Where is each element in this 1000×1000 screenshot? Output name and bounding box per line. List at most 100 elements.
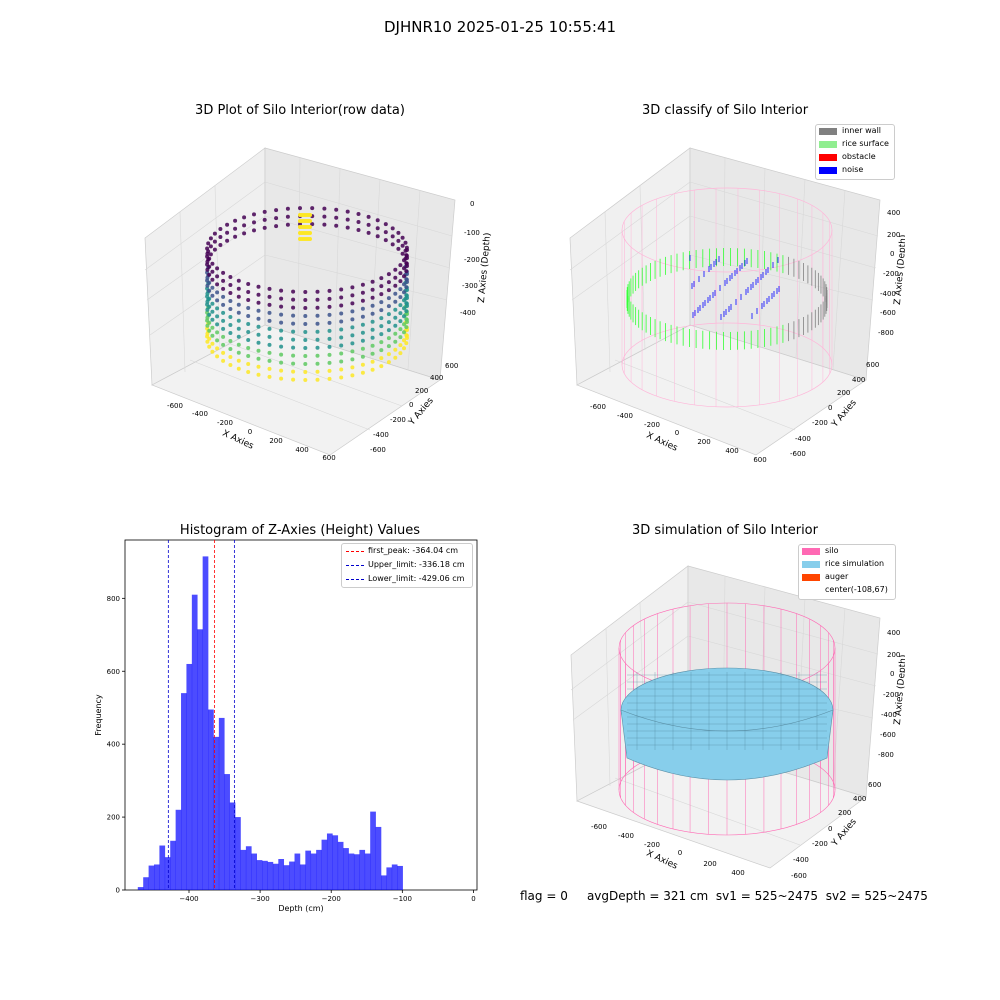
sim-z-tick: 0 bbox=[890, 670, 894, 678]
sim-x-label: X Axies bbox=[645, 849, 680, 872]
sim-y-tick: -400 bbox=[793, 856, 809, 864]
histogram-bar bbox=[213, 736, 220, 890]
classify-y-tick: -400 bbox=[795, 435, 811, 443]
sv2-text: sv2 = 525~2475 bbox=[825, 889, 928, 903]
raw-z-tick: -300 bbox=[462, 282, 478, 290]
histogram-bar bbox=[397, 865, 403, 890]
raw-z-tick: -400 bbox=[460, 309, 476, 317]
y-tick-label: 0 bbox=[116, 887, 120, 895]
classify-y-label: Y Axies bbox=[830, 398, 859, 430]
histogram-bar bbox=[391, 864, 398, 890]
sim-y-tick: 600 bbox=[868, 781, 881, 789]
sim-z-tick: -400 bbox=[881, 711, 897, 719]
raw-x-tick: -600 bbox=[167, 402, 183, 410]
simulation-3d-plot[interactable]: -600 -400 -200 0 200 400 -600 -400 -200 … bbox=[560, 545, 905, 880]
histogram-bar bbox=[370, 811, 376, 890]
histogram-bar bbox=[251, 853, 257, 890]
x-tick-label: −200 bbox=[322, 895, 341, 903]
histogram-bar bbox=[326, 833, 333, 890]
histogram-bar bbox=[208, 709, 214, 890]
y-tick-label: 200 bbox=[107, 814, 120, 822]
histogram-bar bbox=[348, 853, 355, 890]
classify-x-tick: -200 bbox=[644, 421, 660, 429]
histogram-bar bbox=[310, 853, 317, 890]
histogram-legend: first_peak: -364.04 cm Upper_limit: -336… bbox=[341, 543, 473, 588]
sim-z-label: Z Axies (Depth) bbox=[893, 654, 905, 725]
legend-swatch-rice-simulation bbox=[802, 561, 820, 568]
legend-swatch-obstacle bbox=[819, 154, 837, 161]
histogram-bar bbox=[137, 887, 144, 890]
sim-z-tick: 200 bbox=[887, 651, 900, 659]
histogram-y-ticks: 0 200 400 600 800 bbox=[107, 595, 125, 895]
simulation-plot-title: 3D simulation of Silo Interior bbox=[632, 523, 818, 538]
simulation-legend: silo rice simulation auger center(-108,6… bbox=[798, 544, 896, 600]
classify-x-tick: -400 bbox=[617, 412, 633, 420]
avg-depth-text: avgDepth = 321 cm bbox=[586, 889, 709, 903]
sim-z-tick: 400 bbox=[887, 629, 900, 637]
legend-line-upper-limit bbox=[346, 565, 364, 566]
x-tick-label: −400 bbox=[179, 895, 198, 903]
y-tick-label: 800 bbox=[107, 595, 120, 603]
legend-label: auger bbox=[825, 572, 849, 581]
legend-label: rice simulation bbox=[825, 559, 885, 568]
x-tick-label: −300 bbox=[250, 895, 269, 903]
raw-x-tick: 0 bbox=[248, 428, 252, 436]
classify-plot-title: 3D classify of Silo Interior bbox=[641, 103, 809, 118]
classify-y-tick: 200 bbox=[837, 389, 850, 397]
classify-z-tick: 200 bbox=[887, 231, 900, 239]
histogram-bar bbox=[294, 853, 301, 890]
histogram-bar bbox=[262, 860, 268, 890]
histogram-y-label: Frequency bbox=[94, 694, 103, 736]
histogram-bar bbox=[191, 594, 198, 890]
raw-z-tick: -200 bbox=[464, 256, 480, 264]
histogram-bar bbox=[224, 774, 230, 890]
histogram-bar bbox=[321, 839, 328, 890]
legend-swatch-auger bbox=[802, 574, 820, 581]
rice-simulation-surface bbox=[620, 667, 834, 781]
raw-x-tick: 400 bbox=[295, 446, 308, 454]
sim-y-tick: 0 bbox=[828, 825, 832, 833]
histogram-reference-lines bbox=[167, 540, 235, 890]
legend-line-first-peak bbox=[346, 551, 364, 552]
histogram-chart[interactable]: −400 −300 −200 −100 0 0 200 400 600 800 Depth (c… bbox=[80, 535, 490, 915]
raw-z-tick: 0 bbox=[470, 200, 474, 208]
histogram-bar bbox=[197, 629, 203, 890]
legend-swatch-noise bbox=[819, 167, 837, 174]
classify-y-tick: -200 bbox=[812, 419, 828, 427]
histogram-bar bbox=[386, 867, 393, 890]
raw-3d-plot[interactable]: -600 -400 -200 0 200 400 600 -600 -400 -… bbox=[130, 125, 500, 465]
raw-x-tick: 200 bbox=[269, 437, 282, 445]
histogram-bar bbox=[181, 693, 187, 890]
legend-label: noise bbox=[842, 165, 864, 174]
histogram-bar bbox=[299, 864, 306, 890]
histogram-bar bbox=[267, 861, 274, 890]
histogram-bars bbox=[137, 556, 403, 890]
classify-z-tick: -800 bbox=[878, 329, 894, 337]
classify-legend: inner wall rice surface obstacle noise bbox=[815, 124, 895, 180]
histogram-bar bbox=[353, 854, 360, 890]
histogram-bar bbox=[305, 850, 312, 890]
classify-3d-plot[interactable]: -600 -400 -200 0 200 400 600 -600 -400 -… bbox=[560, 125, 905, 465]
legend-label: obstacle bbox=[842, 152, 876, 161]
sim-x-tick: 400 bbox=[731, 869, 744, 877]
classify-y-tick: -600 bbox=[790, 450, 806, 458]
legend-swatch-inner-wall bbox=[819, 128, 837, 135]
classify-y-tick: 0 bbox=[828, 404, 832, 412]
classified-point-cloud bbox=[621, 187, 833, 408]
histogram-bar bbox=[364, 853, 371, 890]
x-tick-label: 0 bbox=[471, 895, 475, 903]
histogram-bar bbox=[229, 802, 236, 890]
classify-y-tick: 400 bbox=[852, 376, 865, 384]
raw-x-tick: -200 bbox=[217, 419, 233, 427]
raw-x-tick: -400 bbox=[192, 410, 208, 418]
raw-y-tick: -400 bbox=[373, 431, 389, 439]
sim-y-tick: 200 bbox=[838, 809, 851, 817]
histogram-bar bbox=[186, 663, 193, 890]
raw-y-tick: 600 bbox=[445, 362, 458, 370]
raw-z-label: Z Axies (Depth) bbox=[477, 232, 493, 303]
swatch-fill bbox=[819, 128, 837, 135]
histogram-bar bbox=[170, 840, 176, 890]
histogram-bar bbox=[272, 863, 279, 890]
histogram-x-ticks: −400 −300 −200 −100 0 bbox=[179, 890, 476, 903]
raw-y-tick: 0 bbox=[409, 401, 413, 409]
